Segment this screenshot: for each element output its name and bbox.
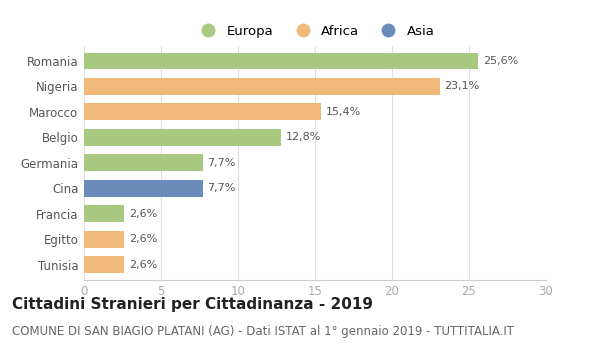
Bar <box>84 231 124 247</box>
Text: 25,6%: 25,6% <box>483 56 518 66</box>
Legend: Europa, Africa, Asia: Europa, Africa, Asia <box>190 19 440 43</box>
Bar <box>84 154 203 171</box>
Text: 15,4%: 15,4% <box>326 107 361 117</box>
Text: 12,8%: 12,8% <box>286 132 321 142</box>
Text: COMUNE DI SAN BIAGIO PLATANI (AG) - Dati ISTAT al 1° gennaio 2019 - TUTTITALIA.I: COMUNE DI SAN BIAGIO PLATANI (AG) - Dati… <box>12 326 514 338</box>
Bar <box>84 205 124 222</box>
Text: 23,1%: 23,1% <box>445 81 479 91</box>
Text: 2,6%: 2,6% <box>128 234 157 244</box>
Bar <box>84 104 321 120</box>
Bar <box>84 129 281 146</box>
Bar <box>84 257 124 273</box>
Bar <box>84 180 203 196</box>
Text: 2,6%: 2,6% <box>128 260 157 270</box>
Text: 7,7%: 7,7% <box>207 183 236 193</box>
Text: Cittadini Stranieri per Cittadinanza - 2019: Cittadini Stranieri per Cittadinanza - 2… <box>12 298 373 313</box>
Text: 7,7%: 7,7% <box>207 158 236 168</box>
Text: 2,6%: 2,6% <box>128 209 157 219</box>
Bar <box>84 52 478 69</box>
Bar <box>84 78 440 94</box>
